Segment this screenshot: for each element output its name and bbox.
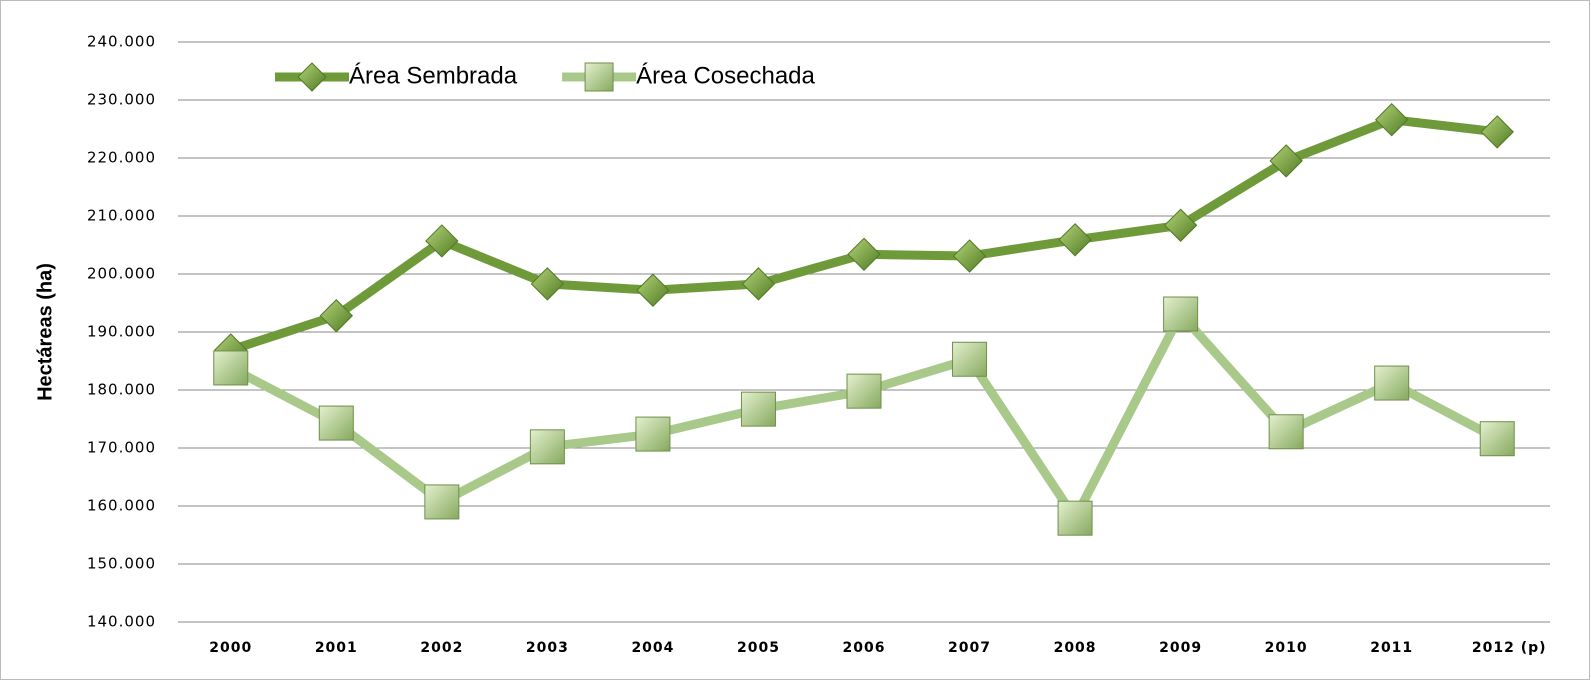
legend-label: Área Cosechada — [636, 62, 815, 89]
marker — [846, 373, 882, 409]
marker — [530, 267, 565, 301]
y-tick-label: 220.000 — [87, 149, 156, 167]
marker — [529, 429, 565, 465]
x-tick-label: 2008 — [1054, 640, 1097, 656]
marker — [424, 484, 460, 520]
x-tick-label: 2010 — [1265, 640, 1308, 656]
x-tick-label: 2011 — [1370, 640, 1413, 656]
marker — [1058, 223, 1092, 257]
marker — [1480, 115, 1514, 149]
marker — [740, 391, 776, 427]
y-tick-label: 240.000 — [87, 33, 156, 51]
legend: Área Sembrada Área Cosechada — [275, 62, 816, 92]
marker — [297, 62, 327, 92]
marker — [213, 350, 249, 386]
grid: 140.000 150.000 160.000 170.000 180.000 190.0… — [87, 33, 1550, 656]
marker — [952, 239, 987, 273]
x-tick-label: 2006 — [843, 640, 886, 656]
y-tick-label: 180.000 — [87, 381, 156, 399]
marker — [425, 224, 459, 258]
marker — [1479, 421, 1515, 457]
marker — [847, 237, 881, 271]
marker — [1374, 365, 1410, 401]
y-axis-label: Hectáreas (ha) — [34, 263, 56, 401]
y-tick-label: 160.000 — [87, 497, 156, 515]
x-tick-label: 2012 (p) — [1472, 640, 1547, 656]
x-tick-label: 2005 — [737, 640, 780, 656]
marker — [1374, 103, 1409, 137]
y-tick-label: 230.000 — [87, 91, 156, 109]
y-tick-label: 150.000 — [87, 555, 156, 573]
marker — [636, 273, 670, 307]
x-tick-label: 2002 — [420, 640, 463, 656]
marker — [318, 405, 354, 441]
marker — [1268, 414, 1304, 450]
y-tick-label: 190.000 — [87, 323, 156, 341]
x-tick-label: 2000 — [209, 640, 252, 656]
marker — [1163, 208, 1198, 242]
x-tick-label: 2003 — [526, 640, 569, 656]
marker — [584, 62, 614, 92]
marker — [319, 299, 354, 333]
marker — [635, 416, 671, 452]
marker — [741, 267, 776, 301]
y-tick-label: 210.000 — [87, 207, 156, 225]
x-tick-label: 2007 — [948, 640, 991, 656]
y-tick-label: 200.000 — [87, 265, 156, 283]
x-tick-label: 2004 — [631, 640, 674, 656]
y-tick-label: 170.000 — [87, 439, 156, 457]
legend-label: Área Sembrada — [349, 62, 518, 89]
marker — [1269, 144, 1303, 178]
plot — [213, 103, 1515, 536]
x-tick-label: 2009 — [1159, 640, 1202, 656]
marker — [1163, 296, 1199, 332]
x-tick-label: 2001 — [315, 640, 358, 656]
marker — [1057, 500, 1093, 536]
y-tick-label: 140.000 — [87, 613, 156, 631]
marker — [952, 341, 988, 377]
